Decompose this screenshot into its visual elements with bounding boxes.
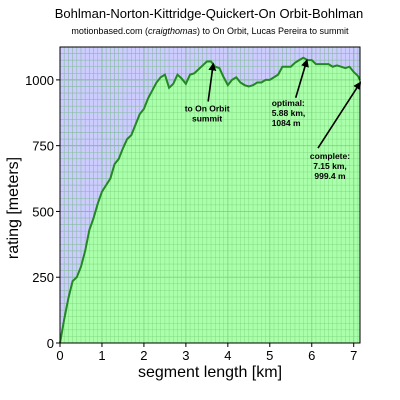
plot-frame bbox=[59, 46, 361, 344]
x-axis-label: segment length [km] bbox=[138, 364, 282, 381]
annotation-label: complete: 7.15 km, 999.4 m bbox=[310, 151, 350, 181]
x-tick-label: 7 bbox=[350, 348, 357, 363]
elevation-line bbox=[59, 56, 361, 344]
x-tick-label: 3 bbox=[182, 348, 189, 363]
annotation-arrow bbox=[294, 58, 309, 99]
y-tick-label: 1000 bbox=[25, 73, 54, 88]
grid-lines-overlay bbox=[60, 47, 360, 343]
x-tick-label: 4 bbox=[224, 348, 231, 363]
x-tick-label: 6 bbox=[308, 348, 315, 363]
y-axis-ticks: 0 250 500 750 1000 bbox=[25, 73, 60, 351]
chart-title: Bohlman-Norton-Kittridge-Quickert-On Orb… bbox=[55, 6, 364, 21]
x-tick-label: 0 bbox=[56, 348, 63, 363]
y-tick-label: 500 bbox=[32, 204, 54, 219]
x-tick-label: 1 bbox=[98, 348, 105, 363]
x-tick-label: 5 bbox=[266, 348, 273, 363]
y-tick-label: 750 bbox=[32, 139, 54, 154]
annotation-arrow bbox=[207, 62, 217, 102]
annotation-label: optimal: 5.88 km, 1084 m bbox=[272, 98, 306, 128]
y-tick-label: 250 bbox=[32, 270, 54, 285]
y-axis-label: rating [meters] bbox=[5, 157, 22, 259]
subtitle-part-1: motionbased.com ( bbox=[71, 26, 148, 36]
y-tick-label: 0 bbox=[47, 336, 54, 351]
annotations: to On Orbit summit optimal: 5.88 km, 1084 mc… bbox=[185, 58, 362, 181]
x-axis-ticks: 0 1 2 3 4 5 6 7 bbox=[56, 343, 357, 363]
annotation-label: to On Orbit summit bbox=[185, 103, 230, 123]
subtitle-part-2: ) to On Orbit, Lucas Pereira to summit bbox=[197, 26, 349, 36]
chart-subtitle: motionbased.com (craigthomas) to On Orbi… bbox=[71, 26, 349, 36]
x-tick-label: 2 bbox=[140, 348, 147, 363]
annotation-arrow bbox=[317, 81, 362, 149]
elevation-area bbox=[60, 57, 360, 343]
subtitle-author: craigthomas bbox=[148, 26, 198, 36]
